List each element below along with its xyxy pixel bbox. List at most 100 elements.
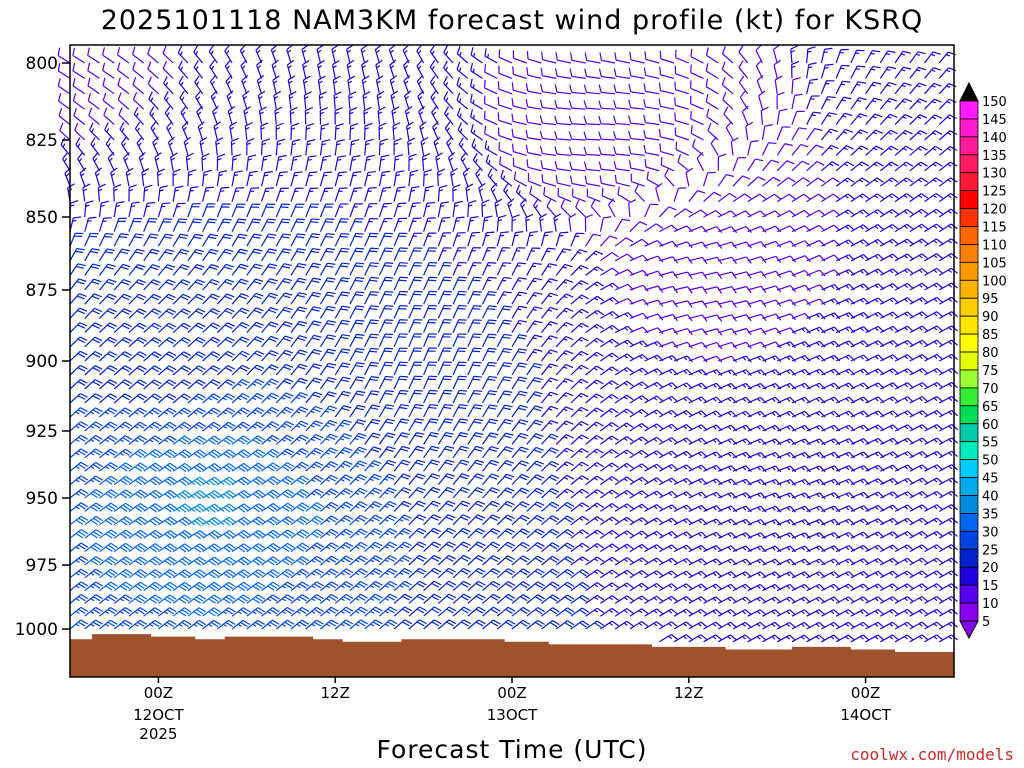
wind-barb bbox=[172, 393, 192, 404]
wind-barb-feather bbox=[170, 152, 178, 158]
wind-barb bbox=[69, 364, 88, 376]
wind-barb-feather bbox=[458, 290, 467, 293]
wind-barb bbox=[128, 516, 148, 526]
wind-barb-shaft bbox=[99, 448, 111, 459]
wind-barb bbox=[128, 217, 143, 232]
wind-barb-feather bbox=[92, 263, 101, 267]
wind-barb bbox=[172, 503, 192, 513]
wind-barb bbox=[69, 555, 89, 566]
wind-barb-feather bbox=[164, 546, 172, 553]
wind-barb-half-feather bbox=[131, 205, 136, 208]
wind-barb-half-feather bbox=[90, 465, 95, 470]
wind-barb-shaft bbox=[102, 100, 115, 110]
wind-barb bbox=[99, 556, 118, 566]
wind-barb-shaft bbox=[172, 490, 186, 499]
wind-barb bbox=[162, 45, 174, 64]
wind-barb-feather bbox=[122, 583, 130, 589]
wind-barb-shaft bbox=[98, 203, 102, 218]
wind-barb-feather bbox=[95, 529, 104, 535]
wind-barb-feather bbox=[138, 151, 146, 158]
wind-barb-feather bbox=[134, 572, 143, 579]
wind-barb-feather bbox=[181, 423, 189, 429]
wind-barb-feather bbox=[107, 596, 116, 602]
wind-barb bbox=[87, 47, 100, 64]
wind-barb bbox=[113, 529, 133, 539]
wind-barb bbox=[128, 336, 147, 348]
wind-barb-shaft bbox=[128, 248, 138, 262]
wind-barb-shaft bbox=[143, 407, 155, 418]
wind-barb-feather bbox=[180, 324, 189, 330]
wind-barb-feather bbox=[147, 46, 151, 55]
wind-barb-half-feather bbox=[75, 438, 80, 442]
wind-barb-shaft bbox=[158, 337, 170, 348]
wind-barb-feather bbox=[184, 556, 192, 563]
wind-barb-half-feather bbox=[105, 452, 110, 456]
wind-barb-feather bbox=[150, 281, 159, 286]
wind-barb-shaft bbox=[143, 569, 156, 579]
wind-barb-feather bbox=[107, 423, 116, 429]
wind-barb-half-feather bbox=[366, 158, 371, 161]
wind-barb-feather bbox=[92, 310, 100, 315]
wind-barb-feather bbox=[282, 218, 291, 221]
wind-barb-feather bbox=[92, 557, 101, 564]
wind-barb-feather bbox=[178, 611, 187, 617]
wind-barb-feather bbox=[152, 478, 160, 484]
wind-barb bbox=[113, 435, 133, 445]
wind-barb-half-feather bbox=[104, 411, 110, 415]
wind-barb-feather bbox=[152, 450, 160, 457]
wind-barb-feather bbox=[457, 293, 466, 296]
wind-barb bbox=[143, 503, 163, 513]
wind-barb-feather bbox=[179, 251, 188, 255]
wind-barb-shaft bbox=[172, 351, 185, 362]
wind-barb-shaft bbox=[132, 53, 145, 64]
wind-barb-feather bbox=[93, 293, 102, 298]
wind-barb-feather bbox=[136, 324, 145, 330]
wind-barb-feather bbox=[151, 296, 159, 301]
wind-barb-feather bbox=[77, 309, 86, 315]
wind-barb-feather bbox=[98, 183, 106, 189]
wind-barb-feather bbox=[140, 502, 148, 509]
wind-barb-feather bbox=[153, 379, 162, 385]
wind-barb-feather bbox=[92, 596, 101, 602]
wind-barb-half-feather bbox=[155, 157, 160, 161]
wind-barb bbox=[77, 152, 86, 172]
wind-barb-feather bbox=[166, 339, 174, 344]
wind-barb-feather bbox=[105, 136, 112, 145]
wind-barb-feather bbox=[110, 568, 118, 575]
wind-barb-feather bbox=[78, 477, 86, 483]
wind-barb-feather bbox=[119, 121, 125, 130]
wind-barb bbox=[158, 516, 177, 526]
wind-barb-feather bbox=[184, 530, 192, 536]
wind-barb bbox=[113, 607, 133, 617]
wind-barb-shaft bbox=[128, 279, 139, 291]
wind-barb-half-feather bbox=[75, 452, 80, 456]
wind-barb-feather bbox=[152, 491, 160, 498]
wind-barb-feather bbox=[78, 278, 87, 282]
wind-barb-feather bbox=[80, 421, 88, 427]
wind-barb-feather bbox=[134, 546, 143, 553]
wind-barb bbox=[99, 462, 118, 472]
wind-barb-shaft bbox=[481, 202, 484, 218]
wind-barb-feather bbox=[90, 137, 96, 145]
wind-barb-shaft bbox=[99, 462, 111, 472]
wind-barb-feather bbox=[133, 106, 139, 115]
wind-barb-feather bbox=[399, 276, 409, 279]
wind-barb-shaft bbox=[87, 54, 100, 64]
wind-barb-feather bbox=[78, 621, 86, 627]
wind-barb-feather bbox=[110, 542, 118, 549]
wind-barb-feather bbox=[110, 594, 118, 600]
wind-barb-shaft bbox=[172, 187, 177, 202]
wind-barb-feather bbox=[163, 236, 172, 239]
wind-barb-feather bbox=[179, 506, 187, 513]
wind-barb-feather bbox=[124, 379, 133, 385]
wind-barb-feather bbox=[178, 598, 187, 604]
wind-barb bbox=[99, 529, 118, 539]
wind-barb-feather bbox=[180, 353, 189, 359]
wind-barb-shaft bbox=[134, 128, 145, 141]
wind-barb-shaft bbox=[143, 476, 156, 486]
wind-barb-feather bbox=[472, 279, 481, 282]
wind-barb-feather bbox=[95, 555, 103, 562]
wind-barb bbox=[57, 47, 71, 64]
wind-barb bbox=[128, 543, 148, 553]
wind-barb-feather bbox=[167, 505, 175, 511]
